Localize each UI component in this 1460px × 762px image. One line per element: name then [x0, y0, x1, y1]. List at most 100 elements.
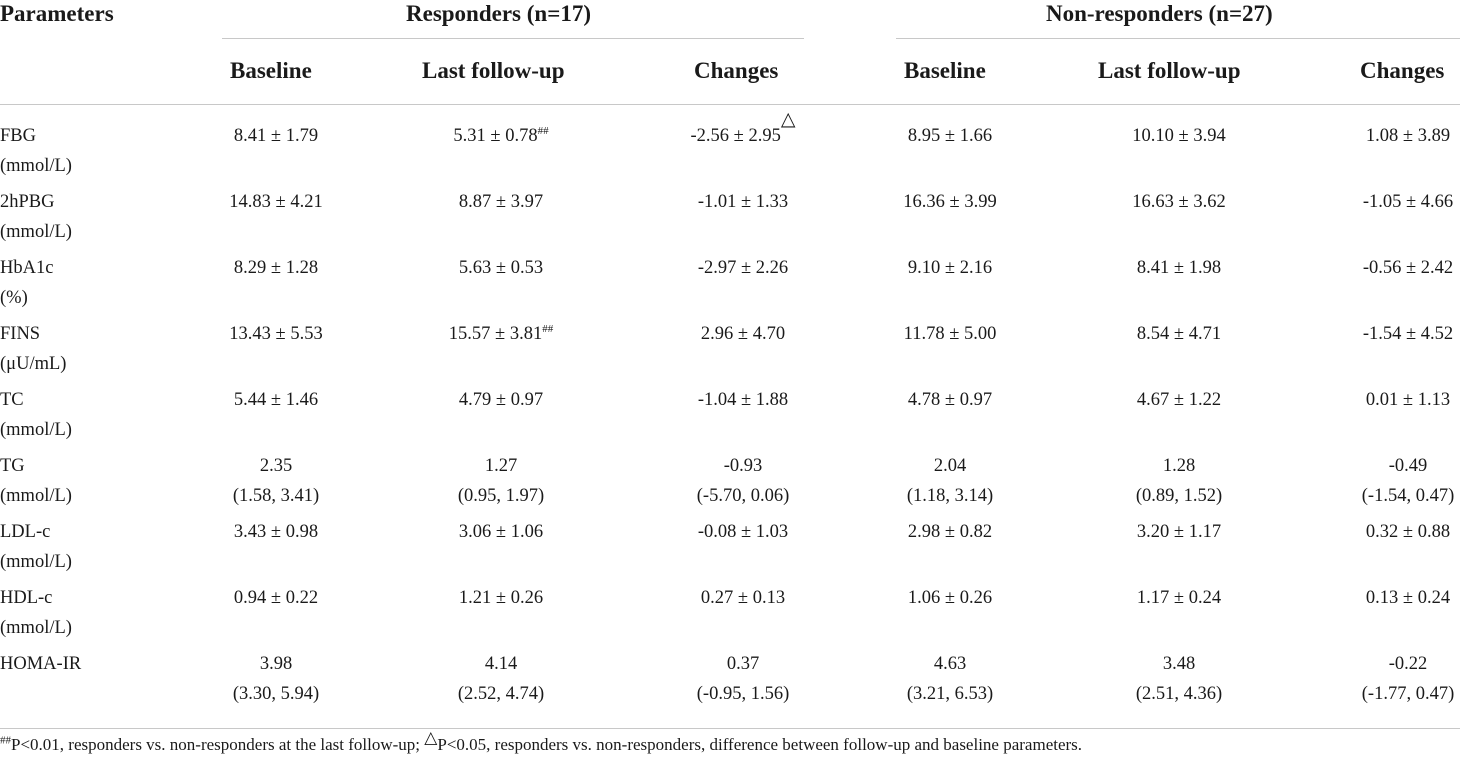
- cell-value: 8.41 ± 1.98: [1084, 253, 1274, 283]
- table-cell: 1.17 ± 0.24: [1084, 583, 1274, 613]
- cell-value: -0.08 ± 1.03: [648, 517, 838, 547]
- table-cell: -1.04 ± 1.88: [648, 385, 838, 415]
- cell-value: -2.56 ± 2.95△: [648, 110, 838, 151]
- cell-value-text: 0.37: [726, 654, 760, 674]
- cell-value-text: 2.35: [259, 456, 293, 476]
- table-cell: 3.06 ± 1.06: [406, 517, 596, 547]
- table-row: TC (mmol/L) 5.44 ± 1.46 4.79 ± 0.97 -1.04 ± …: [0, 380, 1460, 446]
- table-cell: 15.57 ± 3.81##: [406, 319, 596, 349]
- cell-value: 1.06 ± 0.26: [855, 583, 1045, 613]
- table-row: LDL-c (mmol/L) 3.43 ± 0.98 3.06 ± 1.06 -0.08…: [0, 512, 1460, 578]
- cell-value: -1.05 ± 4.66: [1313, 187, 1460, 217]
- cell-range: (2.52, 4.74): [457, 684, 545, 704]
- cell-value: 8.41 ± 1.79: [181, 121, 371, 151]
- cell-value-text: 9.10 ± 2.16: [907, 258, 993, 278]
- table-cell: 2.98 ± 0.82: [855, 517, 1045, 547]
- cell-value-text: 0.27 ± 0.13: [700, 588, 786, 608]
- cell-value-text: 0.94 ± 0.22: [233, 588, 319, 608]
- table-cell: 1.27 (0.95, 1.97): [406, 451, 596, 511]
- cell-value: 8.54 ± 4.71: [1084, 319, 1274, 349]
- cell-value-text: -1.05 ± 4.66: [1362, 192, 1454, 212]
- cell-value: 4.14: [406, 649, 596, 679]
- table-cell: 0.32 ± 0.88: [1313, 517, 1460, 547]
- cell-value-text: 4.78 ± 0.97: [907, 390, 993, 410]
- subheader-baseline-responders: Baseline: [230, 58, 312, 83]
- table-cell: 4.79 ± 0.97: [406, 385, 596, 415]
- parameter-name: TG: [0, 456, 25, 476]
- cell-value-text: -2.97 ± 2.26: [697, 258, 789, 278]
- cell-value-text: -0.49: [1388, 456, 1428, 476]
- table-cell: 2.04 (1.18, 3.14): [855, 451, 1045, 511]
- cell-value: 16.36 ± 3.99: [855, 187, 1045, 217]
- cell-value: 16.63 ± 3.62: [1084, 187, 1274, 217]
- table-cell: 11.78 ± 5.00: [855, 319, 1045, 349]
- cell-value: 0.94 ± 0.22: [181, 583, 371, 613]
- cell-value-text: 2.04: [933, 456, 967, 476]
- parameter-unit: (μU/mL): [0, 354, 67, 374]
- cell-value-text: -1.04 ± 1.88: [697, 390, 789, 410]
- parameter-name: FINS: [0, 324, 41, 344]
- table-cell: 5.31 ± 0.78##: [406, 121, 596, 151]
- table-cell: 8.41 ± 1.98: [1084, 253, 1274, 283]
- row-parameter: HbA1c (%): [0, 253, 53, 313]
- significance-mark: ##: [542, 322, 554, 335]
- parameter-unit: (mmol/L): [0, 552, 72, 572]
- table-cell: 3.43 ± 0.98: [181, 517, 371, 547]
- cell-value-text: 1.06 ± 0.26: [907, 588, 993, 608]
- cell-value: 2.98 ± 0.82: [855, 517, 1045, 547]
- subheader-last-follow-up-non-responders: Last follow-up: [1098, 58, 1241, 83]
- row-parameter: HDL-c (mmol/L): [0, 583, 72, 643]
- table-cell: 8.54 ± 4.71: [1084, 319, 1274, 349]
- footnote-text-2: P<0.05, responders vs. non-responders, d…: [437, 735, 1083, 754]
- cell-value: 1.27: [406, 451, 596, 481]
- cell-value-text: 1.08 ± 3.89: [1365, 126, 1451, 146]
- significance-mark: ##: [537, 124, 549, 137]
- cell-value-text: 3.98: [259, 654, 293, 674]
- cell-value-text: -1.54 ± 4.52: [1362, 324, 1454, 344]
- row-parameter: HOMA-IR: [0, 649, 81, 679]
- parameter-unit: (%): [0, 288, 28, 308]
- cell-value-text: 2.98 ± 0.82: [907, 522, 993, 542]
- table-cell: 0.13 ± 0.24: [1313, 583, 1460, 613]
- cell-value: -0.56 ± 2.42: [1313, 253, 1460, 283]
- cell-value: 8.87 ± 3.97: [406, 187, 596, 217]
- cell-value-text: 15.57 ± 3.81: [448, 324, 543, 344]
- cell-range: (-1.77, 0.47): [1361, 684, 1455, 704]
- parameter-unit: (mmol/L): [0, 156, 72, 176]
- footnote-mark-triangle: △: [424, 728, 438, 747]
- cell-value-text: 3.48: [1162, 654, 1196, 674]
- cell-range: (-5.70, 0.06): [696, 486, 790, 506]
- table-cell: 10.10 ± 3.94: [1084, 121, 1274, 151]
- cell-value: 8.95 ± 1.66: [855, 121, 1045, 151]
- table-cell: 8.41 ± 1.79: [181, 121, 371, 151]
- cell-value-text: 1.27: [484, 456, 518, 476]
- table-cell: -2.97 ± 2.26: [648, 253, 838, 283]
- cell-value: 3.20 ± 1.17: [1084, 517, 1274, 547]
- cell-value-text: -1.01 ± 1.33: [697, 192, 789, 212]
- parameter-unit: (mmol/L): [0, 486, 72, 506]
- parameter-name: HDL-c: [0, 588, 53, 608]
- table-row: FINS (μU/mL) 13.43 ± 5.53 15.57 ± 3.81## 2.9…: [0, 314, 1460, 380]
- table-cell: 1.21 ± 0.26: [406, 583, 596, 613]
- table-cell: 5.63 ± 0.53: [406, 253, 596, 283]
- subheader-baseline-non-responders: Baseline: [904, 58, 986, 83]
- cell-value-text: 3.20 ± 1.17: [1136, 522, 1222, 542]
- parameter-name: LDL-c: [0, 522, 51, 542]
- row-parameter: TC (mmol/L): [0, 385, 72, 445]
- cell-value: 2.96 ± 4.70: [648, 319, 838, 349]
- cell-value: 4.67 ± 1.22: [1084, 385, 1274, 415]
- cell-value: 0.37: [648, 649, 838, 679]
- subheader-last-follow-up-responders: Last follow-up: [422, 58, 565, 83]
- table-cell: -2.56 ± 2.95△: [648, 110, 838, 151]
- table-cell: 4.63 (3.21, 6.53): [855, 649, 1045, 709]
- table-cell: 3.48 (2.51, 4.36): [1084, 649, 1274, 709]
- cell-value: -0.22: [1313, 649, 1460, 679]
- table-cell: 0.27 ± 0.13: [648, 583, 838, 613]
- table-row: FBG (mmol/L) 8.41 ± 1.79 5.31 ± 0.78## -2.56…: [0, 110, 1460, 182]
- table-cell: 3.20 ± 1.17: [1084, 517, 1274, 547]
- table-cell: 1.08 ± 3.89: [1313, 121, 1460, 151]
- cell-value: 5.63 ± 0.53: [406, 253, 596, 283]
- cell-value-text: 8.87 ± 3.97: [458, 192, 544, 212]
- cell-value: 15.57 ± 3.81##: [406, 319, 596, 349]
- cell-range: (3.30, 5.94): [232, 684, 320, 704]
